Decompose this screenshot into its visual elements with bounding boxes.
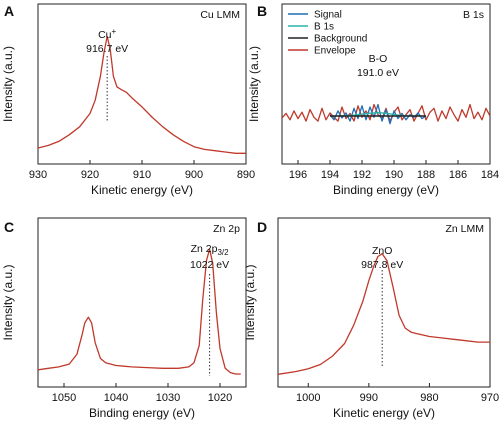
panel-letter: C bbox=[4, 219, 14, 235]
peak-species: B-O bbox=[369, 53, 388, 65]
peak-energy-label: 191.0 eV bbox=[357, 67, 399, 79]
x-tick-label: 1000 bbox=[296, 392, 320, 404]
panel-letter: D bbox=[257, 219, 267, 235]
peak-species: ZnO bbox=[372, 245, 392, 257]
plot-frame bbox=[37, 3, 247, 165]
x-axis-label: Binding energy (eV) bbox=[333, 183, 439, 197]
x-tick-label: 970 bbox=[481, 392, 499, 404]
series-group bbox=[38, 248, 241, 375]
series-group bbox=[282, 103, 490, 125]
peak-energy-label: 987.8 eV bbox=[361, 259, 403, 271]
peak-species-label: ZnO bbox=[372, 245, 392, 257]
panel-b: 196 194 192 190 188 186 184 Binding energy (eV)… bbox=[247, 3, 499, 197]
x-tick-label: 184 bbox=[481, 169, 499, 181]
legend-label: Background bbox=[314, 34, 367, 45]
corner-label: Zn 2p bbox=[213, 223, 240, 235]
corner-label: Zn LMM bbox=[445, 223, 484, 235]
panel-letter: A bbox=[4, 3, 14, 19]
x-tick-label: 1030 bbox=[156, 392, 180, 404]
peak-species-subscript: 3/2 bbox=[217, 248, 229, 257]
x-tick-label: 196 bbox=[289, 169, 307, 181]
x-tick-label: 910 bbox=[133, 169, 151, 181]
panel-a: 930 920 910 900 890 Kinetic energy (eV) Intens… bbox=[1, 3, 255, 197]
peak-species-label: Zn 2p3/2 bbox=[191, 243, 230, 257]
peak-species-superscript: + bbox=[112, 27, 117, 36]
x-axis-label: Binding energy (eV) bbox=[89, 406, 195, 420]
x-axis-label: Kinetic energy (eV) bbox=[91, 183, 193, 197]
panel-d: 1000 990 980 970 Kinetic energy (eV) Intensit… bbox=[243, 217, 499, 420]
peak-species: Cu bbox=[98, 29, 112, 41]
series-signal bbox=[329, 103, 427, 125]
x-tick-label: 1050 bbox=[52, 392, 76, 404]
plot-frame bbox=[37, 217, 247, 388]
x-tick-label: 194 bbox=[321, 169, 339, 181]
peak-energy-label: 1022 eV bbox=[190, 259, 229, 271]
spectrum-line bbox=[278, 253, 490, 375]
x-tick-label: 188 bbox=[417, 169, 435, 181]
legend-label: Envelope bbox=[314, 46, 356, 57]
x-tick-label: 990 bbox=[360, 392, 378, 404]
legend-label: Signal bbox=[314, 10, 342, 21]
y-axis-label: Intensity (a.u.) bbox=[247, 46, 261, 122]
peak-species-label: B-O bbox=[369, 53, 388, 65]
x-tick-label: 1020 bbox=[208, 392, 232, 404]
peak-energy-label: 916.7 eV bbox=[86, 43, 128, 55]
plot-frame bbox=[277, 217, 491, 388]
x-tick-label: 930 bbox=[29, 169, 47, 181]
corner-label: Cu LMM bbox=[200, 9, 240, 21]
series-group bbox=[38, 35, 246, 154]
x-tick-label: 1040 bbox=[104, 392, 128, 404]
plot-frame bbox=[281, 3, 491, 165]
x-tick-label: 980 bbox=[420, 392, 438, 404]
series-group bbox=[278, 253, 490, 375]
x-tick-label: 190 bbox=[385, 169, 403, 181]
spectrum-line bbox=[38, 35, 246, 154]
x-tick-label: 192 bbox=[353, 169, 371, 181]
panel-c: 1050 1040 1030 1020 Binding energy (eV) Inten… bbox=[1, 217, 247, 420]
panel-letter: B bbox=[257, 3, 267, 19]
x-tick-label: 920 bbox=[81, 169, 99, 181]
x-axis-label: Kinetic energy (eV) bbox=[333, 406, 435, 420]
peak-species-label: Cu+ bbox=[98, 27, 116, 41]
peak-species: Zn 2p bbox=[191, 243, 218, 255]
series-envelope bbox=[282, 103, 490, 122]
legend-label: B 1s bbox=[314, 22, 334, 33]
x-tick-label: 900 bbox=[185, 169, 203, 181]
x-tick-label: 186 bbox=[449, 169, 467, 181]
y-axis-label: Intensity (a.u.) bbox=[243, 264, 257, 340]
x-tick-label: 890 bbox=[237, 169, 255, 181]
corner-label: B 1s bbox=[463, 9, 484, 21]
spectrum-line bbox=[38, 248, 241, 375]
y-axis-label: Intensity (a.u.) bbox=[1, 264, 15, 340]
y-axis-label: Intensity (a.u.) bbox=[1, 46, 15, 122]
